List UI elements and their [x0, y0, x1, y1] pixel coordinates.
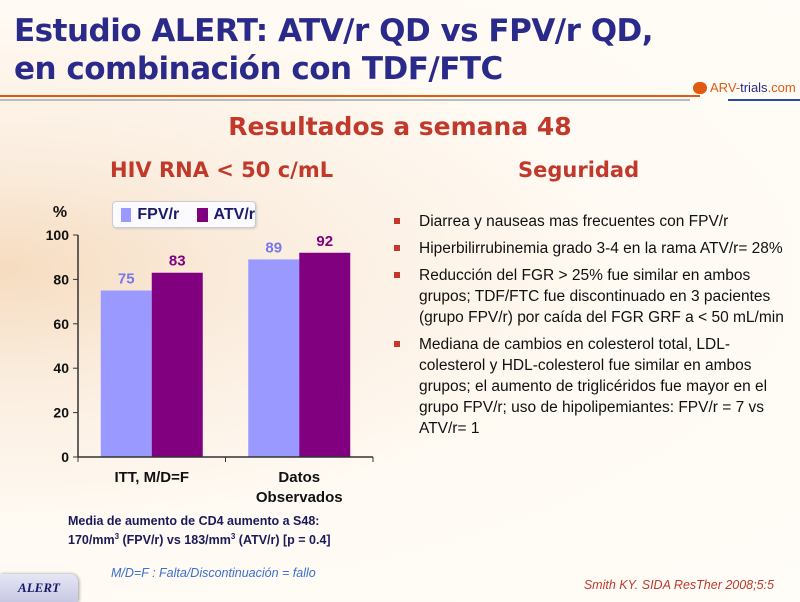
data-label: 83 — [169, 253, 186, 270]
x-tick-label: ITT, M/D=F — [114, 469, 189, 486]
title-line-2: en combinación con TDF/FTC — [14, 51, 503, 87]
cd4-line-1: Media de aumento de CD4 aumento a S48: — [68, 514, 320, 528]
header-rule-blue — [728, 99, 800, 101]
cd4-sup: 3 — [114, 532, 120, 541]
arv-trials-logo: ARV-trials.com — [693, 80, 796, 95]
legend-label-fpv: FPV/r — [137, 205, 180, 223]
y-tick-label: 20 — [53, 405, 69, 421]
safety-list: Diarrea y nauseas mas frecuentes con FPV… — [392, 211, 792, 445]
cd4-note: Media de aumento de CD4 aumento a S48: 1… — [68, 513, 331, 548]
bar-atvr — [151, 272, 203, 457]
cd4-sup: 3 — [230, 532, 236, 541]
subtitle: Resultados a semana 48 — [228, 112, 572, 141]
x-tick-label: Datos — [278, 469, 320, 486]
bar-fpvr — [100, 290, 152, 457]
bar-atvr — [299, 252, 351, 457]
cd4-b: (FPV/r) vs 183/mm — [119, 533, 231, 548]
data-label: 75 — [118, 271, 135, 288]
y-tick-label: 80 — [53, 271, 69, 287]
header-rule-gray — [0, 99, 690, 101]
y-axis-label: % — [53, 204, 67, 221]
right-heading: Seguridad — [518, 158, 640, 182]
bullet-item: Diarrea y nauseas mas frecuentes con FPV… — [392, 211, 792, 232]
legend-swatch-fpv — [121, 207, 132, 222]
y-tick-label: 40 — [53, 360, 69, 376]
logo-suffix: .com — [767, 80, 796, 95]
header-rule-orange — [0, 95, 700, 97]
cd4-c: (ATV/r) [p = 0.4] — [235, 533, 331, 548]
y-tick-label: 0 — [61, 449, 69, 465]
y-tick-label: 60 — [53, 316, 69, 332]
legend-swatch-atv — [197, 207, 208, 222]
cd4-line-2: 170/mm3 (FPV/r) vs 183/mm3 (ATV/r) [p = … — [68, 529, 331, 548]
footnote: M/D=F : Falta/Discontinuación = fallo — [111, 566, 316, 580]
y-tick-label: 100 — [46, 227, 70, 243]
logo-prefix: ARV- — [710, 80, 741, 95]
x-tick-label: Observados — [256, 489, 343, 506]
legend-label-atv: ATV/r — [213, 205, 255, 223]
chart-legend: FPV/r ATV/r — [112, 201, 256, 228]
reference: Smith KY. SIDA ResTher 2008;5:5 — [583, 578, 774, 592]
bullet-item: Hiperbilirrubinemia grado 3-4 en la rama… — [392, 238, 792, 259]
bar-fpvr — [248, 259, 300, 457]
left-heading: HIV RNA < 50 c/mL — [110, 158, 334, 182]
data-label: 92 — [316, 233, 333, 250]
cd4-a: 170/mm — [68, 533, 115, 548]
alert-badge: ALERT — [0, 574, 78, 602]
slide-title: Estudio ALERT: ATV/r QD vs FPV/r QD, en … — [14, 12, 654, 88]
title-line-1: Estudio ALERT: ATV/r QD vs FPV/r QD, — [14, 13, 654, 49]
bullet-item: Reducción del FGR > 25% fue similar en a… — [392, 265, 792, 328]
logo-trials: trials — [740, 80, 768, 95]
bullet-item: Mediana de cambios en colesterol total, … — [392, 334, 792, 439]
data-label: 89 — [265, 239, 282, 256]
pill-icon — [693, 82, 707, 94]
